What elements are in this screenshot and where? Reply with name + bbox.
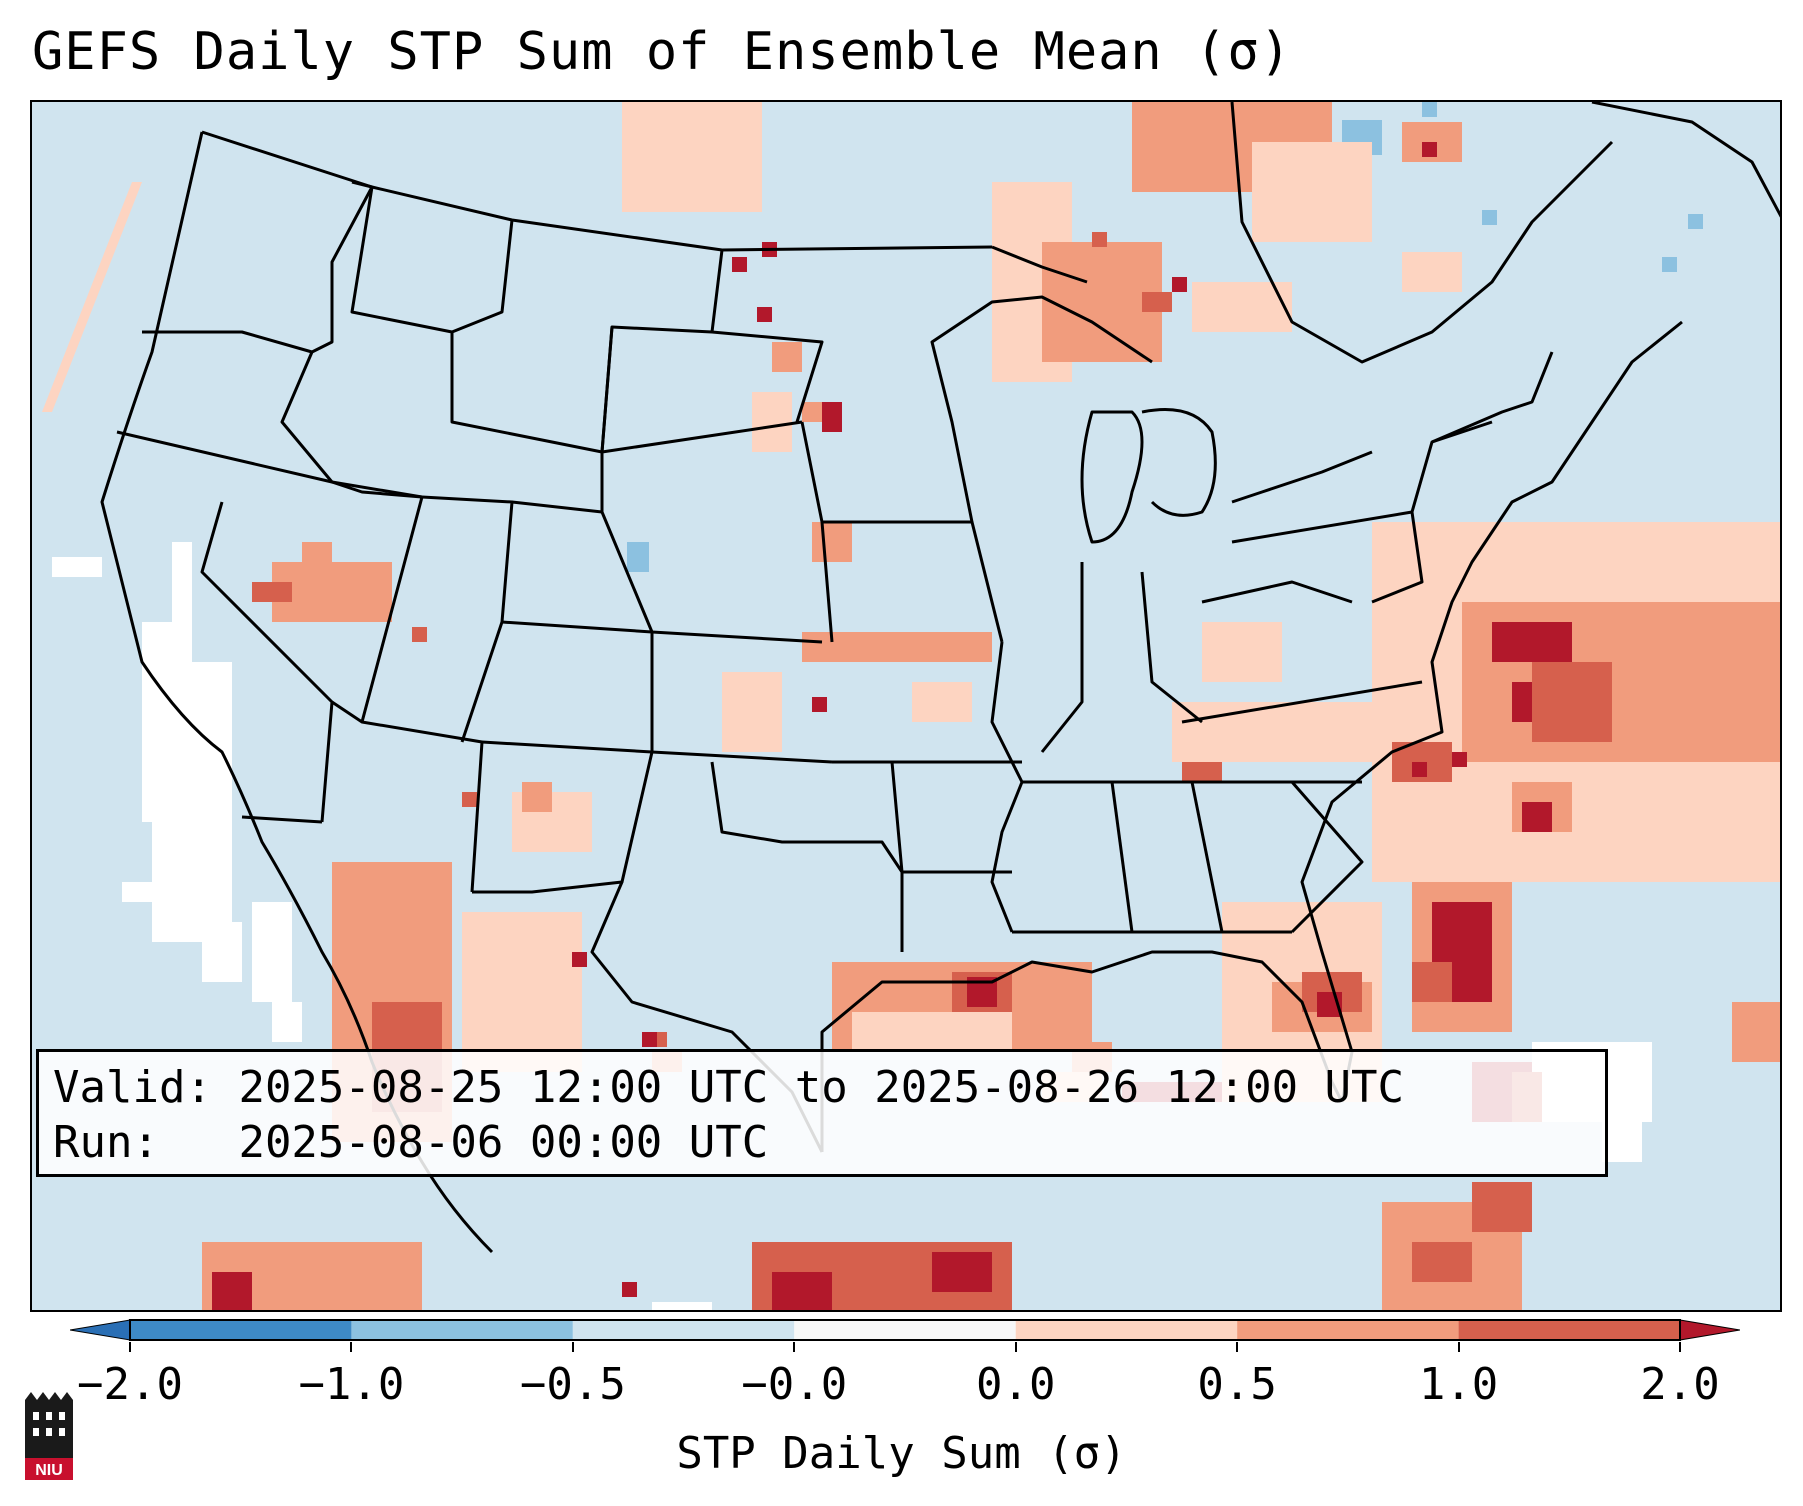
valid-value: 2025-08-25 12:00 UTC to 2025-08-26 12:00… bbox=[238, 1062, 1405, 1113]
colorbar-extend-high bbox=[1679, 1319, 1740, 1341]
colorbar-bin bbox=[1237, 1320, 1459, 1340]
colorbar-bin bbox=[130, 1320, 352, 1340]
colorbar-tick-mark bbox=[1679, 1342, 1681, 1352]
colorbar-tick-label: 0.5 bbox=[1197, 1359, 1277, 1410]
colorbar-bin bbox=[1458, 1320, 1680, 1340]
colorbar bbox=[70, 1319, 1740, 1341]
valid-run-info-box: Valid: 2025-08-25 12:00 UTC to 2025-08-2… bbox=[36, 1049, 1608, 1177]
colorbar-tick-label: 2.0 bbox=[1640, 1359, 1720, 1410]
run-label: Run: bbox=[53, 1117, 159, 1168]
colorbar-outline bbox=[129, 1319, 1681, 1341]
logo-text: NIU bbox=[35, 1462, 63, 1479]
colorbar-tick-label: −0.5 bbox=[519, 1359, 626, 1410]
colorbar-tick-mark bbox=[571, 1342, 574, 1352]
colorbar-bin bbox=[351, 1320, 573, 1340]
colorbar-tick-mark bbox=[1014, 1342, 1017, 1352]
valid-label: Valid: bbox=[53, 1062, 212, 1113]
colorbar-extend-low bbox=[70, 1319, 131, 1341]
colorbar-tick-mark bbox=[1457, 1342, 1460, 1352]
niu-logo: NIU bbox=[25, 1392, 73, 1480]
colorbar-tick-mark bbox=[350, 1342, 353, 1352]
colorbar-tick-label: 1.0 bbox=[1418, 1359, 1499, 1410]
colorbar-bin bbox=[794, 1320, 1016, 1340]
colorbar-tick-mark bbox=[129, 1342, 131, 1352]
run-value: 2025-08-06 00:00 UTC bbox=[238, 1117, 769, 1168]
colorbar-tick-label: −2.0 bbox=[77, 1359, 183, 1410]
map-title: GEFS Daily STP Sum of Ensemble Mean (σ) bbox=[32, 22, 1292, 82]
colorbar-bin bbox=[572, 1320, 795, 1340]
state-boundaries bbox=[100, 102, 1780, 1254]
colorbar-tick-mark bbox=[793, 1342, 796, 1352]
colorbar-bin bbox=[1015, 1320, 1238, 1340]
colorbar-label: STP Daily Sum (σ) bbox=[676, 1428, 1127, 1479]
colorbar-tick-label: −0.0 bbox=[741, 1359, 848, 1410]
colorbar-tick-mark bbox=[1236, 1342, 1239, 1352]
colorbar-tick-label: −1.0 bbox=[298, 1359, 405, 1410]
colorbar-tick-label: 0.0 bbox=[975, 1359, 1056, 1410]
